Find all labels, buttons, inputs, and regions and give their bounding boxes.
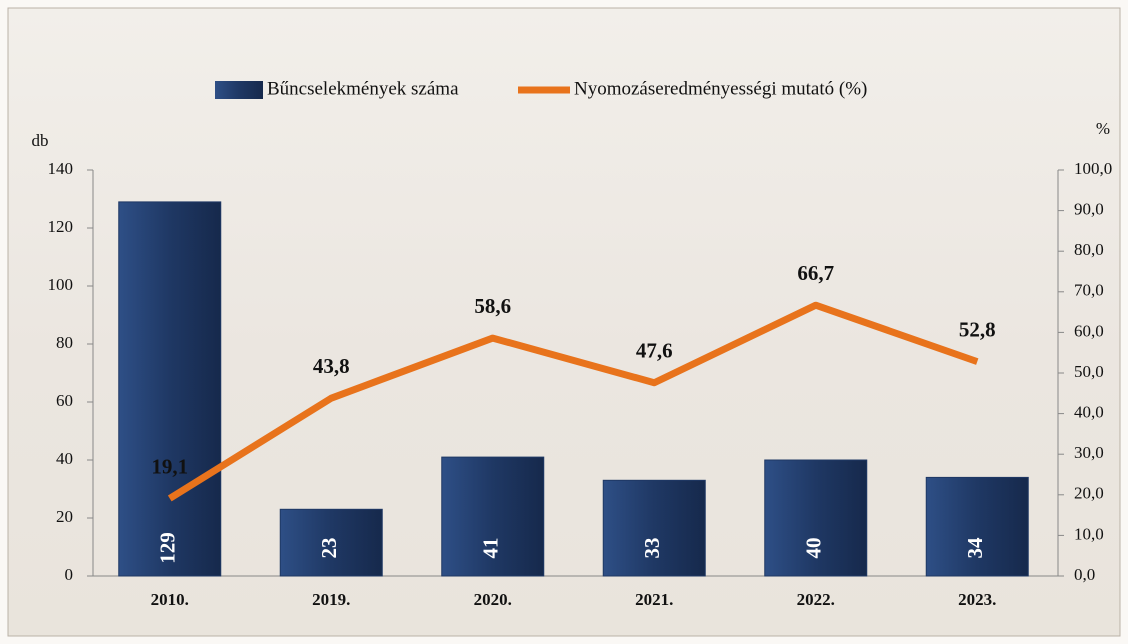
bar-value-label: 34 [963, 537, 987, 559]
x-tick-label: 2023. [958, 590, 996, 609]
y2-tick-label: 30,0 [1074, 443, 1104, 462]
x-tick-label: 2010. [151, 590, 189, 609]
x-tick-label: 2022. [797, 590, 835, 609]
y2-axis-label: % [1096, 119, 1110, 138]
bar-value-label: 40 [802, 538, 826, 559]
y2-tick-label: 90,0 [1074, 200, 1104, 219]
y2-tick-label: 0,0 [1074, 565, 1095, 584]
bar [603, 480, 705, 576]
y2-tick-label: 10,0 [1074, 524, 1104, 543]
y-tick-label: 20 [56, 507, 73, 526]
y-tick-label: 100 [48, 275, 74, 294]
line-value-label: 52,8 [959, 317, 996, 341]
y-tick-label: 0 [65, 565, 74, 584]
x-tick-label: 2020. [474, 590, 512, 609]
legend-swatch [215, 81, 263, 99]
x-tick-label: 2021. [635, 590, 673, 609]
y2-tick-label: 60,0 [1074, 321, 1104, 340]
y-tick-label: 60 [56, 391, 73, 410]
legend-label: Bűncselekmények száma [267, 78, 459, 99]
y2-tick-label: 70,0 [1074, 281, 1104, 300]
line-value-label: 58,6 [474, 294, 511, 318]
x-tick-label: 2019. [312, 590, 350, 609]
y2-tick-label: 50,0 [1074, 362, 1104, 381]
line-value-label: 47,6 [636, 339, 673, 363]
line-value-label: 19,1 [151, 454, 188, 478]
bar [926, 477, 1028, 576]
y-tick-label: 40 [56, 449, 73, 468]
bar [119, 202, 221, 576]
y-tick-label: 80 [56, 333, 73, 352]
bar-value-label: 23 [317, 538, 341, 559]
bar-value-label: 33 [640, 538, 664, 559]
legend-label: Nyomozáseredményességi mutató (%) [574, 78, 867, 99]
line-value-label: 43,8 [313, 354, 350, 378]
y2-tick-label: 40,0 [1074, 403, 1104, 422]
bar-value-label: 41 [479, 538, 503, 559]
page: {"chart_data": {"type": "bar", "categori… [0, 0, 1128, 644]
y2-tick-label: 100,0 [1074, 159, 1112, 178]
line-value-label: 66,7 [797, 261, 834, 285]
y-tick-label: 140 [48, 159, 74, 178]
bar-value-label: 129 [156, 532, 180, 564]
chart: db % 0 20 40 60 80 100 120 140 0,0 10,0 20,0 30,0 40… [0, 0, 1128, 644]
y2-tick-label: 20,0 [1074, 484, 1104, 503]
y-tick-label: 120 [48, 217, 74, 236]
y2-tick-label: 80,0 [1074, 240, 1104, 259]
y-axis-label: db [32, 131, 49, 150]
